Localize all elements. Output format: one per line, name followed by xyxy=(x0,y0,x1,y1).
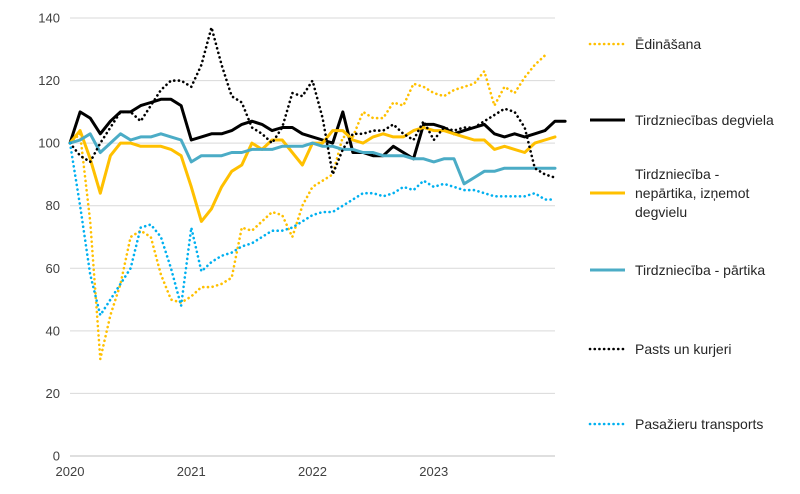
y-tick-label: 120 xyxy=(38,73,60,88)
legend-label-2: degvielu xyxy=(635,204,687,220)
series-line-5 xyxy=(68,141,557,317)
y-tick-label: 80 xyxy=(46,198,60,213)
series-line-1 xyxy=(68,97,567,161)
series-line-3 xyxy=(68,132,557,186)
y-tick-label: 20 xyxy=(46,386,60,401)
legend-label-5: Pasažieru transports xyxy=(635,416,763,432)
y-tick-label: 140 xyxy=(38,11,60,26)
series-line-4 xyxy=(68,26,557,179)
y-tick-label: 60 xyxy=(46,261,60,276)
series-line-2 xyxy=(68,126,557,223)
y-tick-label: 0 xyxy=(53,449,60,464)
y-tick-label: 100 xyxy=(38,136,60,151)
legend: Ēdināšana Tirdzniecības degviela Tirdzniec… xyxy=(588,36,774,432)
series-lines xyxy=(68,26,567,361)
legend-label-3: Tirdzniecība - pārtika xyxy=(635,262,765,278)
y-tick-label: 40 xyxy=(46,323,60,338)
legend-label-1: Tirdzniecības degviela xyxy=(635,112,774,128)
legend-label-4: Pasts un kurjeri xyxy=(635,341,731,357)
x-tick-label: 2023 xyxy=(419,464,448,479)
legend-label-2: Tirdzniecība - xyxy=(635,166,720,182)
grid-lines xyxy=(70,17,555,394)
x-tick-label: 2020 xyxy=(56,464,85,479)
axes: 0 20 40 60 80 100 120 140 2020 2021 2022 2023 xyxy=(38,11,555,479)
legend-label-2: nepārtika, izņemot xyxy=(635,185,750,201)
x-tick-label: 2022 xyxy=(298,464,327,479)
series-line-0 xyxy=(68,54,547,361)
legend-label-0: Ēdināšana xyxy=(635,36,701,52)
x-tick-label: 2021 xyxy=(177,464,206,479)
